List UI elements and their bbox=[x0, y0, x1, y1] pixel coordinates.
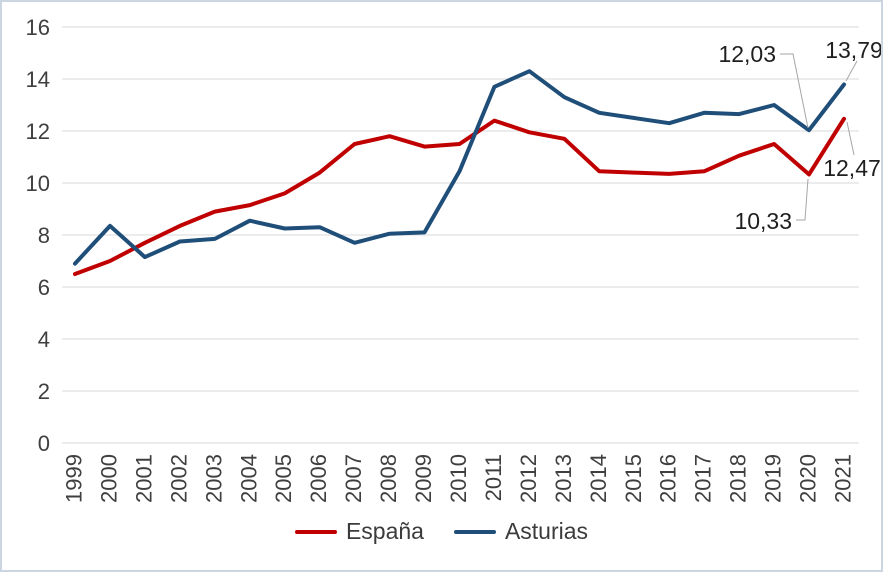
x-tick-label: 2005 bbox=[271, 454, 296, 503]
series-line-espana[interactable] bbox=[73, 116, 846, 276]
x-tick-label: 2008 bbox=[376, 454, 401, 503]
x-tick-label: 2001 bbox=[131, 454, 156, 503]
x-tick-label: 2018 bbox=[726, 454, 751, 503]
leader-line bbox=[780, 53, 809, 129]
x-tick-label: 2021 bbox=[830, 454, 855, 503]
series-line-asturias[interactable] bbox=[73, 69, 846, 266]
legend-item-asturias[interactable]: Asturias bbox=[453, 518, 589, 545]
asturias-line-marker bbox=[453, 529, 496, 534]
data-label-asturias-2020: 12,03 bbox=[718, 41, 776, 67]
x-tick-label: 2019 bbox=[761, 454, 786, 503]
y-tick-label: 14 bbox=[26, 67, 50, 92]
x-tick-label: 1999 bbox=[62, 454, 87, 503]
leader-line bbox=[845, 60, 858, 82]
x-tick-label: 2007 bbox=[341, 454, 366, 503]
data-label-asturias-2021: 13,79 bbox=[825, 37, 883, 63]
data-label-espana-2021: 12,47 bbox=[823, 155, 881, 181]
x-tick-label: 2009 bbox=[411, 454, 436, 503]
x-tick-label: 2017 bbox=[691, 454, 716, 503]
x-tick-label: 2006 bbox=[306, 454, 331, 503]
y-tick-label: 10 bbox=[26, 171, 50, 196]
espana-line-marker bbox=[294, 529, 337, 534]
x-tick-label: 2002 bbox=[166, 454, 191, 503]
x-tick-label: 2004 bbox=[236, 454, 261, 503]
x-tick-label: 2013 bbox=[551, 454, 576, 503]
x-tick-label: 2003 bbox=[201, 454, 226, 503]
y-tick-label: 2 bbox=[38, 379, 50, 404]
x-tick-label: 2012 bbox=[516, 454, 541, 503]
legend-label-espana: España bbox=[345, 518, 424, 544]
x-tick-label: 2014 bbox=[586, 454, 611, 503]
x-tick-label: 2011 bbox=[481, 454, 506, 501]
y-tick-label: 12 bbox=[26, 119, 50, 144]
y-tick-label: 0 bbox=[38, 431, 50, 456]
leader-line bbox=[796, 178, 809, 221]
x-tick-label: 2000 bbox=[96, 454, 121, 503]
data-label-espana-2020: 10,33 bbox=[734, 208, 792, 234]
legend-label-asturias: Asturias bbox=[504, 518, 589, 544]
y-tick-label: 6 bbox=[38, 275, 50, 300]
x-tick-label: 2015 bbox=[621, 454, 646, 503]
y-tick-label: 16 bbox=[26, 15, 50, 40]
legend-item-espana[interactable]: España bbox=[294, 518, 424, 545]
x-tick-label: 2010 bbox=[446, 454, 471, 503]
leader-line bbox=[846, 121, 855, 156]
y-tick-label: 4 bbox=[38, 327, 50, 352]
x-tick-label: 2016 bbox=[656, 454, 681, 503]
y-tick-label: 8 bbox=[38, 223, 50, 248]
legend: España Asturias bbox=[2, 518, 881, 545]
x-tick-label: 2020 bbox=[796, 454, 821, 503]
